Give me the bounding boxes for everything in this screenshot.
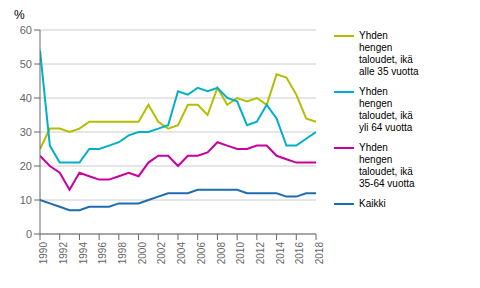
svg-text:30: 30 xyxy=(20,126,32,138)
svg-text:1992: 1992 xyxy=(58,242,69,265)
svg-text:1998: 1998 xyxy=(117,242,128,265)
svg-text:2014: 2014 xyxy=(275,242,286,265)
svg-text:1990: 1990 xyxy=(38,242,49,265)
svg-text:1994: 1994 xyxy=(78,242,89,265)
svg-text:20: 20 xyxy=(20,160,32,172)
svg-text:50: 50 xyxy=(20,58,32,70)
svg-text:1996: 1996 xyxy=(97,242,108,265)
html-text:Kaikki: Kaikki xyxy=(359,198,386,209)
svg-text:2010: 2010 xyxy=(235,242,246,265)
svg-text:0: 0 xyxy=(26,228,32,240)
html-text:Yhden hengen taloudet, ikä yli: Yhden hengen taloudet, ikä yli 64 vuotta xyxy=(359,86,413,133)
svg-text:2000: 2000 xyxy=(137,242,148,265)
svg-text:2002: 2002 xyxy=(156,242,167,265)
svg-text:2004: 2004 xyxy=(176,242,187,265)
html-text:Yhden hengen taloudet, ikä all: Yhden hengen taloudet, ikä alle 35 vuott… xyxy=(359,30,419,77)
svg-text:2016: 2016 xyxy=(294,242,305,265)
svg-text:2008: 2008 xyxy=(216,242,227,265)
html-text:Yhden hengen taloudet, ikä 35-: Yhden hengen taloudet, ikä 35-64 vuotta xyxy=(359,142,415,189)
svg-text:10: 10 xyxy=(20,194,32,206)
svg-text:2018: 2018 xyxy=(314,242,325,265)
svg-text:60: 60 xyxy=(20,24,32,36)
svg-text:40: 40 xyxy=(20,92,32,104)
svg-text:2012: 2012 xyxy=(255,242,266,265)
svg-text:2006: 2006 xyxy=(196,242,207,265)
